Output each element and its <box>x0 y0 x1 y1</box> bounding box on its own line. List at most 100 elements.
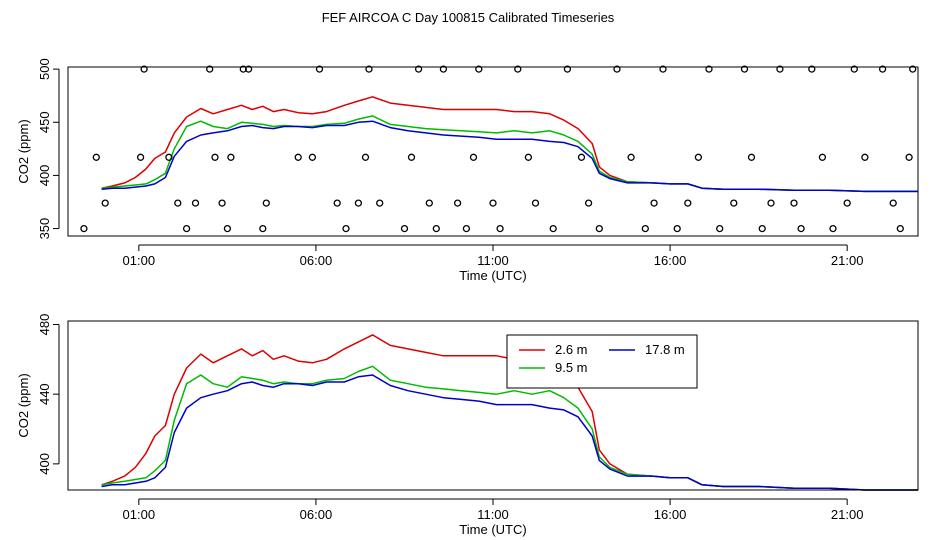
marker-point <box>878 65 887 73</box>
marker-point <box>294 153 302 161</box>
marker-point <box>524 153 533 161</box>
x-tick-label: 16:00 <box>654 253 687 268</box>
marker-point <box>730 199 738 207</box>
panel-top: 01:00 06:00 11:00 16:00 21:00 Time (UTC) 350 40… <box>16 58 919 283</box>
marker-point <box>790 199 798 207</box>
marker-point <box>716 224 724 233</box>
marker-point <box>850 65 858 73</box>
y-tick-label: 500 <box>37 58 52 80</box>
marker-point <box>365 65 373 73</box>
marker-point <box>475 65 483 73</box>
series-line-17-8-m <box>101 120 918 193</box>
marker-point <box>211 153 219 161</box>
plot-frame <box>67 320 919 491</box>
marker-point <box>577 153 586 161</box>
x-tick-label: 01:00 <box>123 253 156 268</box>
marker-point <box>342 224 350 233</box>
marker-point <box>92 153 100 161</box>
marker-point <box>797 224 805 233</box>
y-axis-label: CO2 (ppm) <box>16 373 31 437</box>
marker-point <box>747 153 756 161</box>
marker-point <box>308 153 317 161</box>
marker-point <box>861 153 869 161</box>
marker-point <box>354 199 363 207</box>
y-axis-label: CO2 (ppm) <box>16 119 31 183</box>
marker-point <box>218 199 226 207</box>
y-tick-label: 400 <box>37 165 52 187</box>
panel-bottom: 01:00 06:00 11:00 16:00 21:00 Time (UTC) 400 44… <box>16 314 919 537</box>
marker-point <box>223 224 232 233</box>
marker-point <box>425 199 433 207</box>
marker-point <box>453 199 462 207</box>
marker-point <box>489 199 497 207</box>
marker-point <box>694 153 703 161</box>
marker-point <box>361 153 370 161</box>
marker-point <box>136 153 145 161</box>
x-tick-label: 11:00 <box>477 507 509 522</box>
marker-point <box>705 65 713 73</box>
marker-point <box>829 224 837 233</box>
x-tick-label: 21:00 <box>831 507 864 522</box>
x-tick-label: 16:00 <box>654 507 687 522</box>
marker-point <box>673 224 681 233</box>
marker-point <box>244 65 253 73</box>
marker-point <box>514 65 522 73</box>
y-tick-label: 480 <box>37 314 52 336</box>
marker-point <box>414 65 423 73</box>
marker-point <box>818 153 827 161</box>
marker-point <box>659 65 667 73</box>
chart-title: FEF AIRCOA C Day 100815 Calibrated Times… <box>322 10 615 25</box>
marker-point <box>650 199 658 207</box>
marker-point <box>627 153 635 161</box>
marker-point <box>758 224 766 233</box>
legend-label: 9.5 m <box>555 360 588 375</box>
marker-point <box>740 65 749 73</box>
marker-point <box>776 65 784 73</box>
marker-point <box>905 153 913 161</box>
marker-point <box>165 153 173 161</box>
marker-point <box>174 199 182 207</box>
y-tick-label: 450 <box>37 111 52 133</box>
series-line-2-6-m <box>101 96 918 193</box>
marker-point <box>641 224 649 233</box>
y-tick-label: 350 <box>37 218 52 240</box>
marker-point <box>101 199 109 207</box>
legend-label: 2.6 m <box>555 342 588 357</box>
marker-point <box>262 199 270 207</box>
marker-point <box>227 153 235 161</box>
marker-point <box>259 224 267 233</box>
marker-point <box>191 199 200 207</box>
marker-point <box>843 199 851 207</box>
marker-point <box>80 224 88 233</box>
marker-point <box>584 199 593 207</box>
marker-point <box>376 199 384 207</box>
marker-point <box>315 65 324 73</box>
marker-point <box>439 65 448 73</box>
marker-point <box>613 65 621 73</box>
marker-point <box>808 65 816 73</box>
x-tick-label: 06:00 <box>300 507 333 522</box>
marker-point <box>595 224 603 233</box>
marker-point <box>767 199 775 207</box>
marker-point <box>496 224 504 233</box>
x-axis-label: Time (UTC) <box>459 268 526 283</box>
marker-point <box>549 224 557 233</box>
legend-box <box>506 334 698 389</box>
marker-point <box>182 224 191 233</box>
legend: 2.6 m 9.5 m 17.8 m <box>506 334 698 389</box>
marker-point <box>239 65 247 73</box>
marker-point <box>400 224 409 233</box>
marker-point <box>432 224 440 233</box>
x-tick-label: 06:00 <box>300 253 333 268</box>
marker-point <box>206 65 214 73</box>
marker-point <box>889 199 897 207</box>
x-tick-label: 21:00 <box>831 253 864 268</box>
marker-point <box>684 199 692 207</box>
plot-frame <box>67 66 919 237</box>
marker-point <box>462 224 471 233</box>
marker-point <box>333 199 341 207</box>
marker-point <box>407 153 416 161</box>
series-line-9-5-m <box>101 115 918 193</box>
x-axis-label: Time (UTC) <box>459 522 526 537</box>
